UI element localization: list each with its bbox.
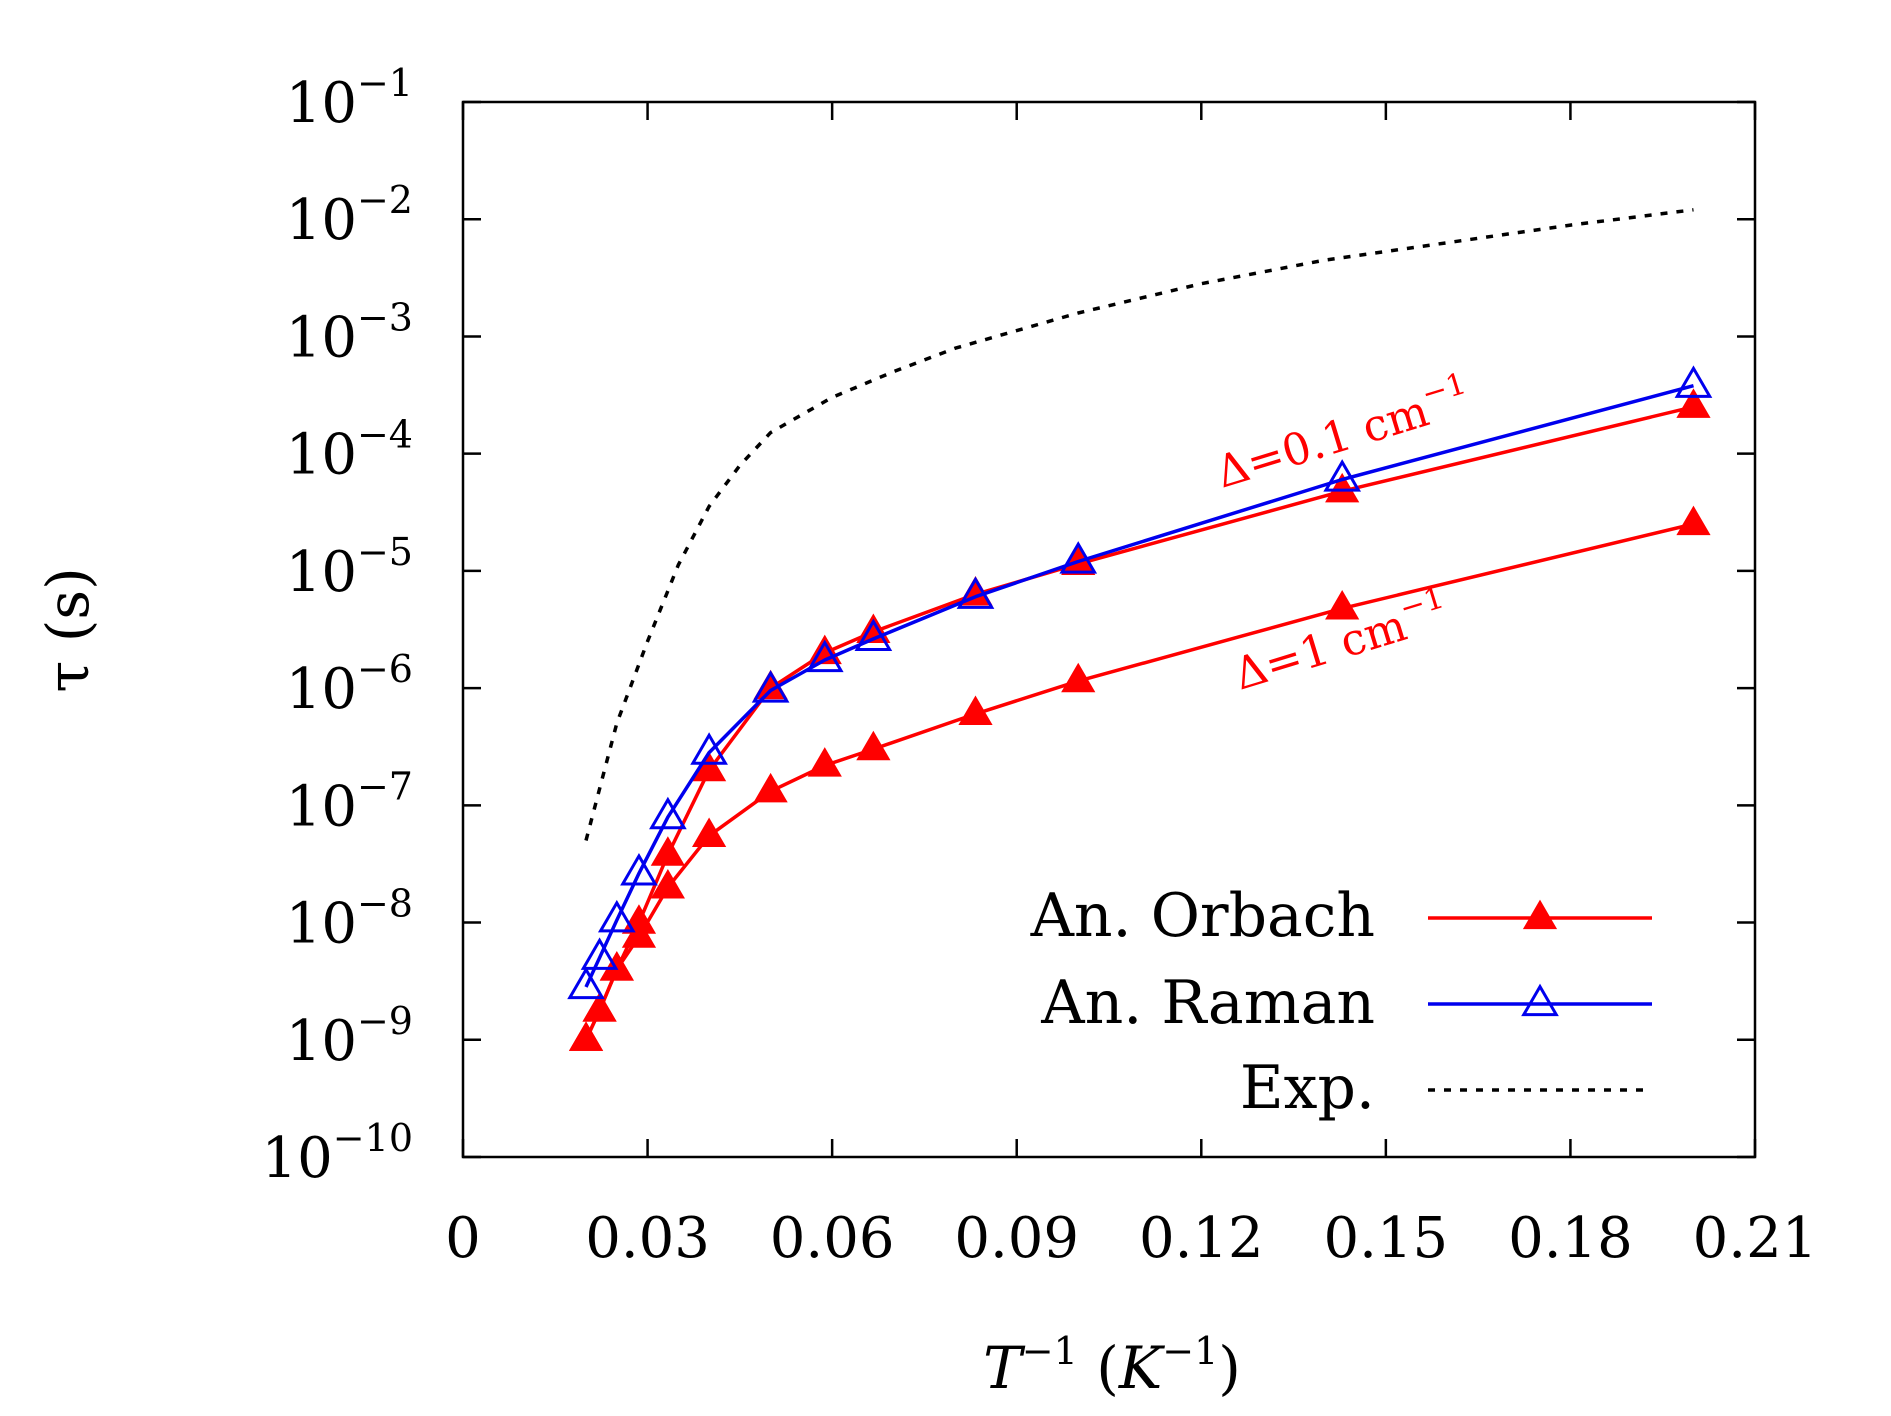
y-tick-label: 10−10 bbox=[262, 1116, 413, 1191]
data-point bbox=[856, 730, 891, 761]
x-tick-label: 0.18 bbox=[1508, 1206, 1633, 1271]
data-point bbox=[1676, 505, 1711, 536]
legend-sample-marker bbox=[1521, 983, 1559, 1017]
x-axis-title: T−1 (K−1) bbox=[983, 1329, 1241, 1402]
plot-frame bbox=[461, 100, 1757, 1159]
y-tick-label: 10−9 bbox=[286, 999, 413, 1074]
data-point bbox=[1676, 388, 1711, 418]
series-line bbox=[584, 384, 1694, 988]
data-point bbox=[599, 951, 634, 981]
data-point bbox=[1325, 590, 1360, 620]
legend-label-raman: An. Raman bbox=[1040, 968, 1375, 1038]
series-an-raman-2 bbox=[567, 365, 1713, 1000]
y-tick-label: 10−5 bbox=[286, 530, 413, 605]
series-layer bbox=[567, 208, 1713, 1051]
y-tick-label: 10−4 bbox=[286, 413, 413, 488]
data-point bbox=[1674, 365, 1713, 398]
data-point bbox=[568, 1021, 604, 1051]
data-point bbox=[650, 836, 685, 866]
data-point bbox=[805, 639, 844, 673]
y-axis-title: τ (s) bbox=[34, 567, 102, 693]
data-point bbox=[1325, 472, 1360, 503]
data-point bbox=[597, 899, 636, 933]
data-point bbox=[807, 747, 842, 777]
y-tick-label: 10−8 bbox=[286, 882, 413, 957]
x-tick-label: 0.12 bbox=[1139, 1206, 1264, 1271]
y-tick-labels: 10−1 10−2 10−3 10−4 10−5 10−6 10−7 10−8 10−9 10−1… bbox=[262, 61, 413, 1191]
data-point bbox=[582, 992, 617, 1022]
series-line bbox=[584, 522, 1694, 1041]
legend-samples bbox=[1428, 899, 1652, 1092]
legend-label-exp: Exp. bbox=[1240, 1053, 1375, 1123]
x-tick-labels: 0 0.03 0.06 0.09 0.12 0.15 0.18 0.21 bbox=[445, 1206, 1817, 1271]
series-line bbox=[584, 208, 1694, 841]
y-tick-label: 10−1 bbox=[286, 61, 413, 136]
x-tick-label: 0.06 bbox=[770, 1206, 895, 1271]
data-point bbox=[753, 772, 788, 803]
legend-label-orbach: An. Orbach bbox=[1030, 881, 1375, 951]
annotation-delta-0.1-sup: −1 bbox=[1418, 366, 1471, 412]
x-axis-title-open: ( bbox=[1078, 1334, 1119, 1402]
legend: An. Orbach An. Raman Exp. bbox=[1030, 881, 1652, 1123]
y-tick-label: 10−2 bbox=[286, 178, 413, 253]
data-point bbox=[650, 869, 685, 899]
x-axis-title-sup: −1 bbox=[1022, 1329, 1078, 1373]
data-point bbox=[1061, 662, 1096, 693]
legend-sample-marker bbox=[1522, 899, 1558, 930]
x-tick-label: 0.15 bbox=[1324, 1206, 1449, 1271]
y-tick-label: 10−6 bbox=[286, 647, 413, 722]
x-tick-label: 0.21 bbox=[1693, 1206, 1818, 1271]
data-point bbox=[567, 966, 605, 1000]
annotation-delta-1-sup: −1 bbox=[1396, 580, 1449, 626]
data-point bbox=[691, 817, 727, 847]
data-point bbox=[690, 732, 728, 765]
data-point bbox=[854, 618, 893, 652]
x-axis-title-unit-sup: −1 bbox=[1162, 1329, 1218, 1373]
data-point bbox=[958, 695, 993, 726]
data-point bbox=[751, 670, 790, 703]
annotation-delta-0.1-text: Δ=0.1 cm bbox=[1210, 386, 1434, 499]
data-point bbox=[1323, 459, 1362, 492]
data-point bbox=[956, 576, 995, 609]
y-tick-label: 10−7 bbox=[286, 764, 413, 839]
data-point bbox=[649, 796, 687, 830]
data-point bbox=[1059, 541, 1098, 574]
x-tick-label: 0 bbox=[445, 1206, 481, 1271]
series-exp--3 bbox=[584, 208, 1694, 841]
x-tick-label: 0.09 bbox=[954, 1206, 1079, 1271]
x-axis-title-close: ) bbox=[1218, 1334, 1241, 1402]
x-axis-title-base: T bbox=[983, 1334, 1026, 1402]
y-tick-label: 10−3 bbox=[286, 295, 413, 370]
x-tick-label: 0.03 bbox=[585, 1206, 710, 1271]
data-point bbox=[580, 937, 619, 970]
x-axis-title-unit: K bbox=[1118, 1334, 1166, 1402]
data-point bbox=[620, 852, 658, 886]
